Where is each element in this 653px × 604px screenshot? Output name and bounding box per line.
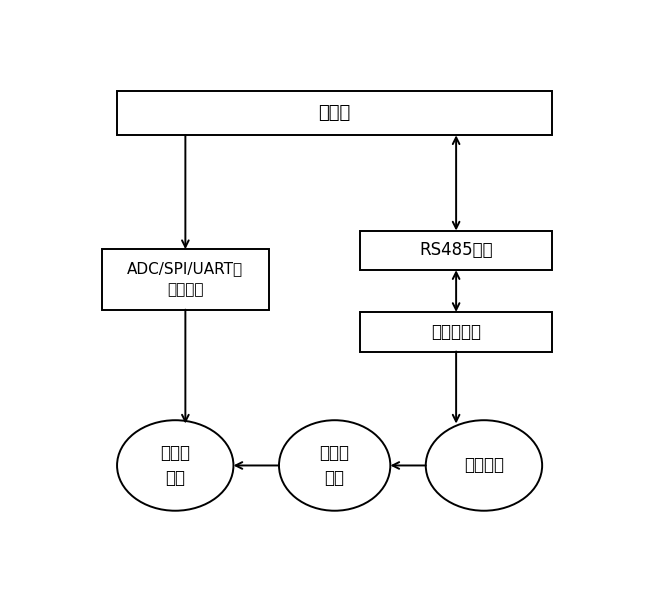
Text: 谐波减
速器: 谐波减 速器	[320, 444, 349, 487]
Text: 电机控制器: 电机控制器	[431, 323, 481, 341]
Text: RS485接口: RS485接口	[419, 242, 493, 259]
Bar	[102, 249, 269, 310]
Text: 力矩传
感器: 力矩传 感器	[160, 444, 190, 487]
Ellipse shape	[426, 420, 542, 511]
Ellipse shape	[117, 420, 234, 511]
Bar	[360, 312, 552, 352]
Bar	[360, 231, 552, 270]
Text: 伺服电机: 伺服电机	[464, 457, 504, 475]
Bar	[117, 91, 552, 135]
Ellipse shape	[279, 420, 390, 511]
Text: 上位机: 上位机	[319, 104, 351, 122]
Text: ADC/SPI/UART等
通信接口: ADC/SPI/UART等 通信接口	[127, 262, 244, 297]
